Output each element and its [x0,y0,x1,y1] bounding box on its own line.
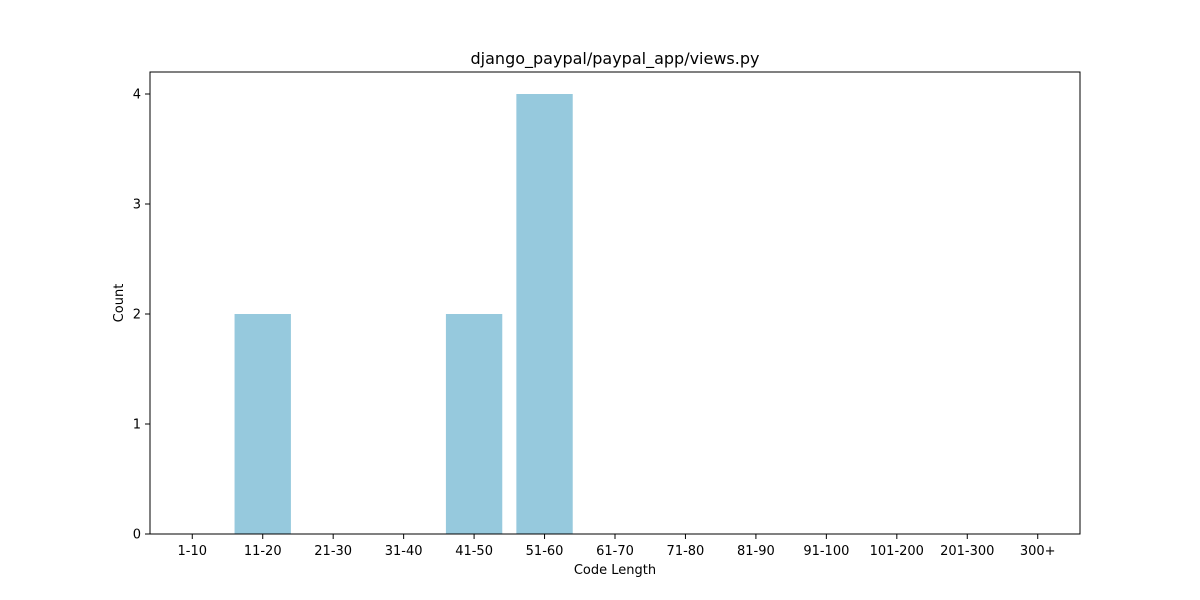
x-tick-label-201-300: 201-300 [940,544,994,559]
bar-51-60 [516,94,573,534]
x-tick-label-101-200: 101-200 [870,544,924,559]
y-tick-label-1: 1 [133,418,141,433]
bar-11-20 [234,314,291,534]
bar-41-50 [445,314,503,534]
y-tick-label-0: 0 [133,528,141,543]
x-tick-label-21-30: 21-30 [314,544,352,559]
y-tick-label-3: 3 [133,198,141,213]
bars-layer [234,94,573,534]
y-ticks-layer: 0 1 2 3 4 [133,88,150,543]
x-tick-label-81-90: 81-90 [737,544,775,559]
chart-title: django_paypal/paypal_app/views.py [471,49,760,69]
plot-frame [149,71,1081,535]
x-tick-label-51-60: 51-60 [526,544,564,559]
x-ticks-layer: 1-10 11-20 21-30 31-40 41-50 51-60 61-70 71-80 8… [178,534,1056,559]
x-tick-label-91-100: 91-100 [803,544,849,559]
x-tick-label-71-80: 71-80 [667,544,705,559]
y-tick-label-4: 4 [133,88,141,103]
x-tick-label-1-10: 1-10 [178,544,208,559]
x-tick-label-41-50: 41-50 [455,544,493,559]
x-tick-label-31-40: 31-40 [385,544,423,559]
x-tick-label-61-70: 61-70 [596,544,634,559]
x-tick-label-300+: 300+ [1020,544,1056,559]
y-axis-label: Count [112,284,127,323]
x-axis-label: Code Length [574,563,656,578]
y-tick-label-2: 2 [133,308,141,323]
x-tick-label-11-20: 11-20 [244,544,282,559]
